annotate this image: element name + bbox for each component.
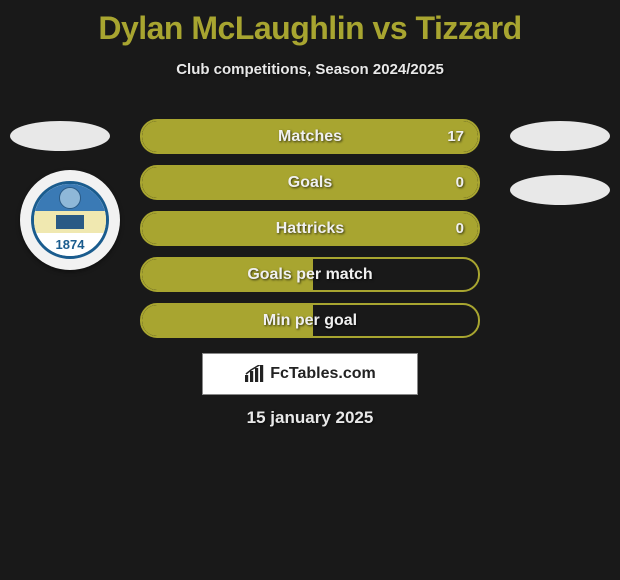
brand-text: FcTables.com: [270, 365, 376, 383]
stat-value: 17: [447, 121, 464, 152]
player-right-placeholder-2: [510, 175, 610, 205]
stat-row-matches: Matches 17: [140, 119, 480, 154]
club-crest: 1874: [20, 170, 120, 270]
stat-label: Goals: [142, 167, 478, 198]
player-right-placeholder-1: [510, 121, 610, 151]
stat-row-goals-per-match: Goals per match: [140, 257, 480, 292]
stat-row-goals: Goals 0: [140, 165, 480, 200]
stat-label: Hattricks: [142, 213, 478, 244]
stats-container: Matches 17 Goals 0 Hattricks 0 Goals per…: [140, 119, 480, 349]
player-left-placeholder-1: [10, 121, 110, 151]
stat-label: Goals per match: [142, 259, 478, 290]
brand-box: FcTables.com: [202, 353, 418, 395]
date-text: 15 january 2025: [0, 408, 620, 428]
page-title: Dylan McLaughlin vs Tizzard: [0, 0, 620, 47]
stat-label: Matches: [142, 121, 478, 152]
stat-row-hattricks: Hattricks 0: [140, 211, 480, 246]
stat-label: Min per goal: [142, 305, 478, 336]
subtitle: Club competitions, Season 2024/2025: [0, 61, 620, 78]
crest-year: 1874: [34, 233, 106, 256]
stat-value: 0: [456, 167, 464, 198]
bar-chart-icon: [244, 365, 266, 383]
stat-value: 0: [456, 213, 464, 244]
stat-row-min-per-goal: Min per goal: [140, 303, 480, 338]
